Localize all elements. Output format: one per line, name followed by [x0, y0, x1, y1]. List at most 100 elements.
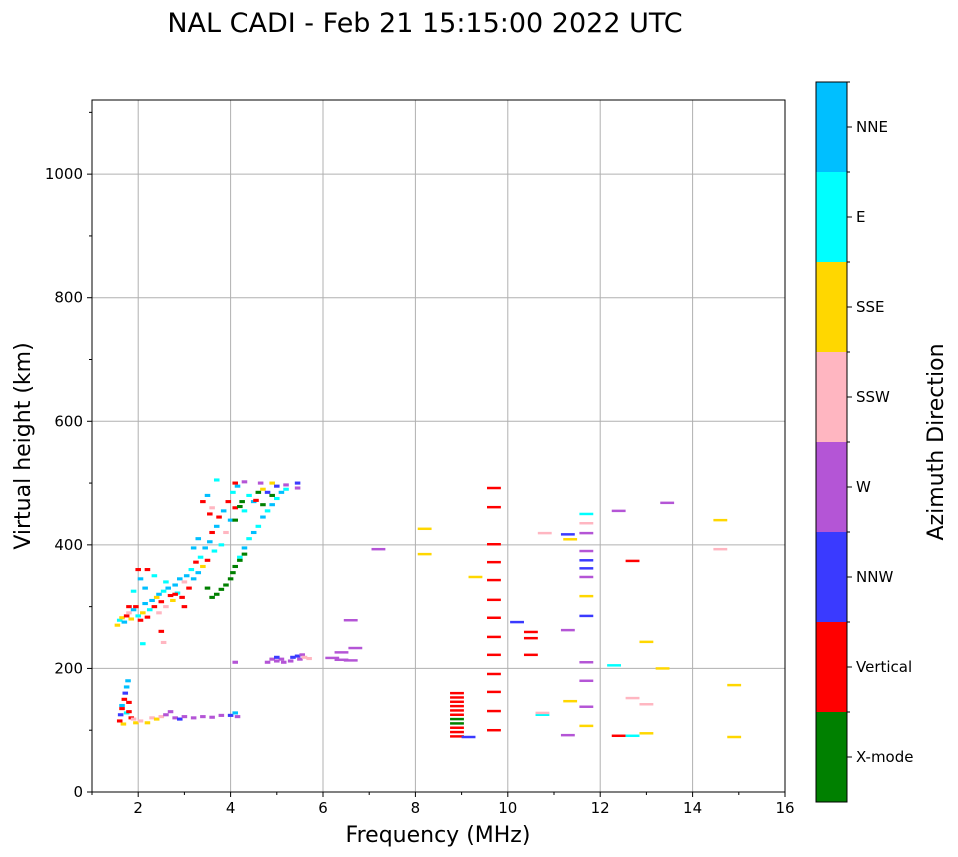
data-point-vertical: [158, 600, 165, 604]
data-point-vertical: [158, 629, 165, 633]
data-point-e: [197, 555, 204, 559]
data-point-ssw: [209, 506, 215, 510]
data-point-w: [343, 659, 358, 662]
data-point-vertical: [450, 735, 464, 738]
data-point-nne: [227, 518, 234, 522]
data-point-nnw: [294, 654, 301, 658]
y-tick-label: 400: [54, 536, 83, 554]
data-point-ssw: [535, 711, 550, 715]
data-point-e: [188, 568, 195, 572]
y-tick-label: 0: [73, 783, 83, 801]
colorbar-tick-label: X-mode: [856, 748, 913, 766]
data-point-e: [274, 496, 280, 501]
data-point-w: [579, 549, 594, 553]
data-point-ssw: [160, 640, 167, 645]
data-point-sse: [140, 611, 146, 615]
data-point-e: [213, 478, 220, 482]
data-point-w: [371, 547, 386, 551]
data-point-sse: [713, 518, 728, 522]
data-point-vertical: [186, 586, 192, 590]
data-point-e: [146, 608, 153, 612]
data-point-vertical: [487, 616, 501, 619]
data-point-w: [209, 715, 215, 719]
data-point-vertical: [487, 672, 501, 676]
data-point-w: [334, 658, 349, 662]
data-point-vertical: [487, 709, 501, 713]
x-tick-label: 14: [683, 799, 702, 817]
data-point-w: [232, 660, 238, 664]
data-point-vertical: [487, 690, 501, 694]
data-point-sse: [114, 623, 121, 627]
data-point-w: [274, 659, 280, 663]
data-point-nnw: [227, 713, 234, 717]
data-point-vertical: [253, 498, 259, 502]
data-point-w: [264, 660, 271, 664]
data-point-x-mode: [237, 505, 243, 509]
data-point-vertical: [123, 614, 130, 618]
data-point-nne: [220, 509, 227, 513]
data-point-sse: [269, 481, 275, 485]
data-point-e: [135, 614, 141, 618]
x-tick-label: 2: [133, 799, 143, 817]
data-point-w: [560, 628, 575, 632]
data-point-vertical: [450, 704, 464, 708]
data-point-nne: [123, 685, 130, 689]
data-point-vertical: [116, 719, 123, 723]
y-tick-label: 600: [54, 412, 83, 430]
colorbar-tick-label: NNE: [856, 118, 888, 136]
data-point-nne: [125, 679, 131, 683]
data-point-nne: [204, 493, 211, 497]
data-point-w: [257, 481, 264, 485]
data-point-ssw: [639, 703, 654, 706]
data-point-vertical: [450, 709, 464, 712]
data-point-w: [190, 716, 197, 720]
data-point-ssw: [223, 530, 229, 535]
data-point-w: [579, 705, 594, 708]
data-point-w: [294, 486, 301, 490]
data-point-vertical: [209, 530, 215, 535]
data-point-vertical: [126, 700, 132, 704]
data-point-x-mode: [227, 577, 234, 581]
data-point-vertical: [126, 605, 132, 609]
x-axis-label: Frequency (MHz): [346, 823, 531, 848]
data-point-sse: [468, 575, 483, 579]
data-point-vertical: [172, 592, 178, 596]
data-point-nne: [195, 537, 202, 541]
data-point-nnw: [579, 614, 594, 618]
data-point-w: [218, 713, 225, 717]
data-point-vertical: [523, 653, 538, 657]
data-point-nnw: [274, 655, 280, 659]
data-point-e: [241, 509, 248, 513]
data-point-nne: [190, 546, 197, 550]
data-point-vertical: [207, 512, 213, 516]
data-point-x-mode: [450, 717, 464, 721]
data-point-vertical: [167, 593, 174, 598]
data-point-w: [579, 679, 594, 683]
data-point-vertical: [487, 635, 501, 639]
data-point-e: [237, 555, 243, 559]
data-point-nne: [278, 490, 285, 494]
chart-title: NAL CADI - Feb 21 15:15:00 2022 UTC: [167, 8, 682, 39]
data-point-w: [348, 646, 363, 650]
plot-frame: [91, 99, 786, 793]
data-point-vertical: [121, 697, 128, 701]
data-point-ssw: [181, 580, 188, 584]
data-point-ssw: [625, 696, 640, 700]
data-point-vertical: [450, 700, 464, 704]
data-point-w: [579, 575, 594, 579]
data-point-w: [560, 733, 575, 737]
data-point-vertical: [232, 481, 238, 485]
data-point-sse: [153, 595, 160, 599]
data-point-w: [280, 660, 287, 664]
data-point-x-mode: [269, 493, 275, 497]
data-point-sse: [153, 717, 160, 721]
data-point-ssw: [537, 531, 552, 535]
data-point-w: [299, 653, 305, 657]
data-point-vertical: [487, 543, 501, 546]
x-tick-label: 4: [226, 799, 236, 817]
data-point-sse: [120, 722, 127, 726]
data-point-nne: [156, 592, 162, 596]
colorbar-segment: [816, 82, 847, 172]
data-point-nne: [234, 484, 241, 488]
